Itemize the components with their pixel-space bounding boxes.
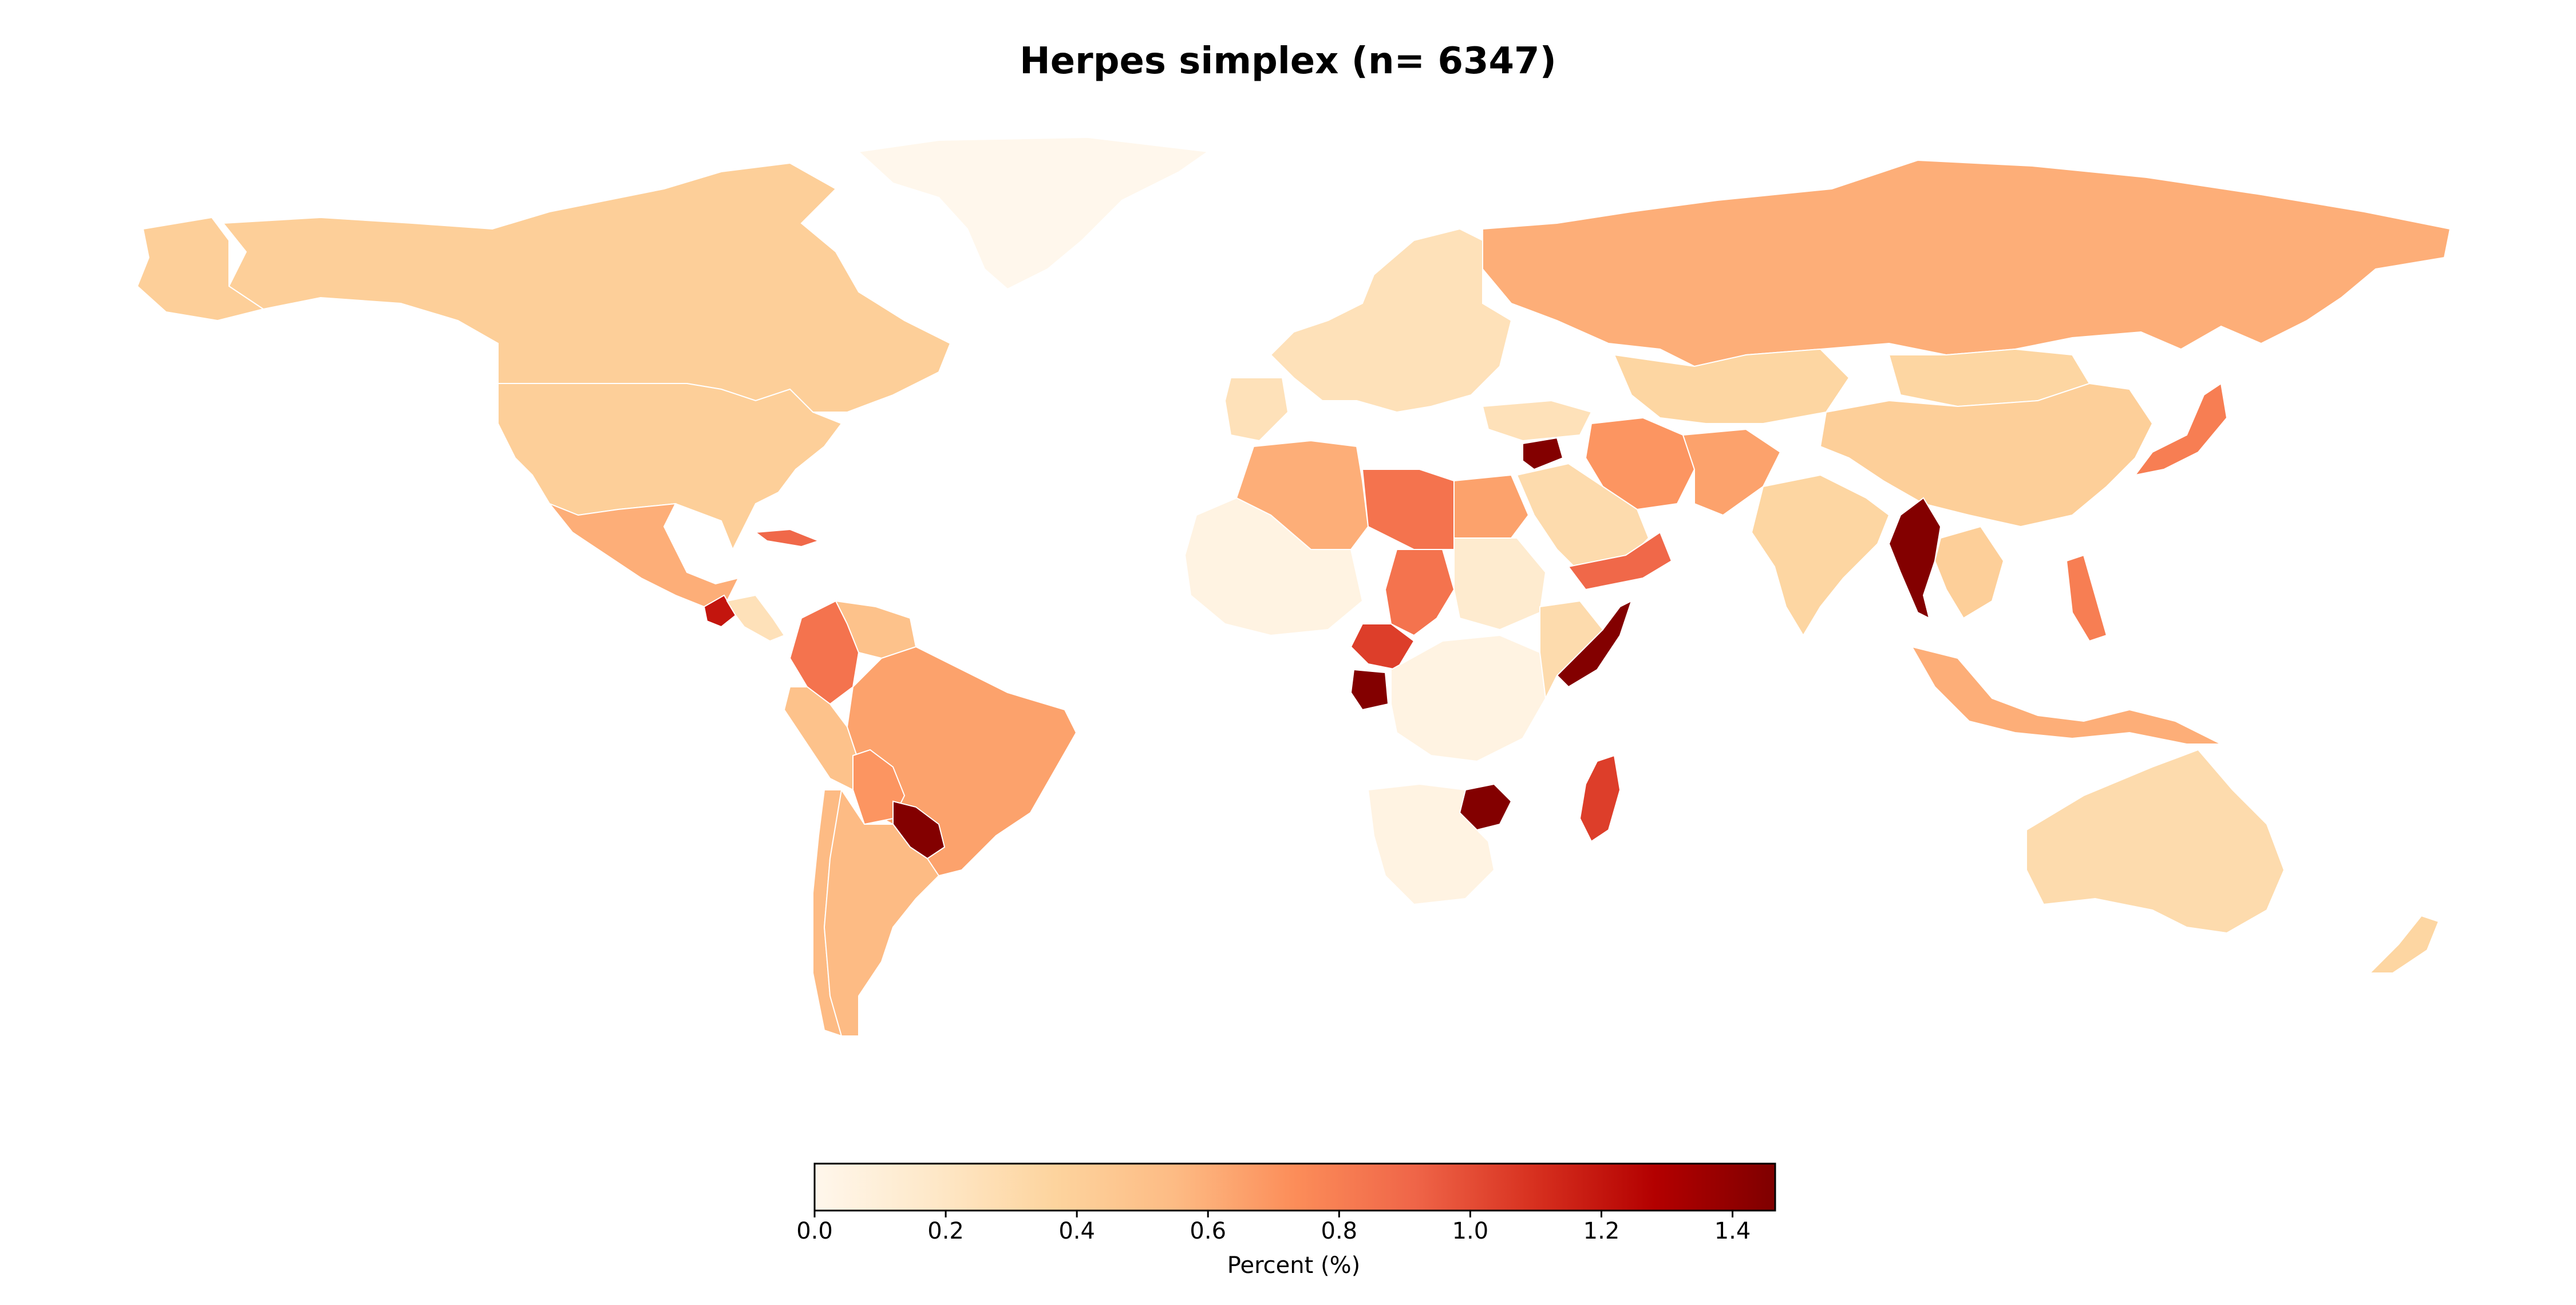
country-canada[interactable] [222,162,951,413]
country-argentina[interactable] [823,788,940,1037]
colorbar-tick-label: 1.2 [1583,1218,1620,1244]
country-egypt[interactable] [1453,474,1530,539]
colorbar-tick-label: 1.4 [1714,1218,1751,1244]
colorbar-tick-label: 0.6 [1190,1218,1227,1244]
country-shapes [136,136,2451,1037]
country-sudan[interactable] [1453,537,1547,631]
country-new-zealand[interactable] [2368,915,2440,974]
colorbar-ticks [813,1211,1734,1217]
country-turkey[interactable] [1481,400,1593,442]
country-japan[interactable] [2134,382,2228,476]
colorbar-label: Percent (%) [1227,1252,1361,1279]
colorbar-tick-label: 0.2 [927,1218,964,1244]
country-australia[interactable] [2026,749,2285,934]
colorbar-tick-label: 0.0 [796,1218,833,1244]
country-myanmar[interactable] [1888,497,1942,619]
country-russia[interactable] [1482,159,2451,367]
country-dr-congo[interactable] [1390,634,1547,762]
country-cuba[interactable] [754,528,820,548]
country-kazakhstan[interactable] [1613,348,1850,424]
country-se-asia[interactable] [1934,525,2005,619]
colorbar-tick-label: 0.4 [1058,1218,1095,1244]
country-madagascar[interactable] [1579,754,1621,843]
country-syria[interactable] [1522,437,1564,470]
country-central-america[interactable] [726,594,785,642]
country-afghanistan[interactable] [1682,428,1781,516]
colorbar [813,1162,1776,1217]
country-united-states[interactable] [497,383,843,551]
country-yemen[interactable] [1567,531,1673,591]
country-east-africa[interactable] [1539,600,1604,701]
country-alaska[interactable] [136,216,265,322]
country-iberia[interactable] [1224,377,1289,442]
country-peru[interactable] [783,686,860,791]
country-mali[interactable] [1184,497,1364,636]
country-india[interactable] [1751,474,1890,636]
country-greenland[interactable] [857,136,1210,290]
country-philippines[interactable] [2065,554,2108,642]
colorbar-tick-label: 0.8 [1321,1218,1358,1244]
country-europe[interactable] [1270,228,1512,413]
country-south-africa[interactable] [1367,783,1495,905]
country-indonesia[interactable] [1910,646,2222,745]
country-iran[interactable] [1585,417,1696,511]
country-gabon[interactable] [1350,669,1389,711]
map-title: Herpes simplex (n= 6347) [1020,40,1556,82]
country-libya[interactable] [1361,469,1455,550]
country-chad[interactable] [1384,549,1455,636]
country-china[interactable] [1819,382,2154,528]
colorbar-tick-label: 1.0 [1452,1218,1489,1244]
colorbar-gradient [813,1162,1776,1212]
country-mexico[interactable] [547,502,740,608]
